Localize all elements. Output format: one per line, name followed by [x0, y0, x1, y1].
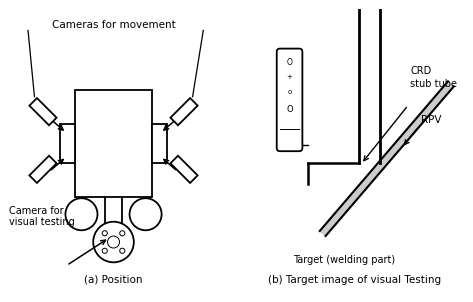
Text: Cameras for movement: Cameras for movement — [52, 20, 175, 30]
Circle shape — [130, 198, 162, 230]
Circle shape — [102, 231, 107, 236]
Bar — [152, 124, 167, 163]
Text: RPV: RPV — [421, 115, 441, 125]
Circle shape — [107, 236, 120, 248]
Text: O: O — [287, 58, 292, 67]
Text: O: O — [286, 105, 293, 114]
Circle shape — [120, 248, 125, 253]
FancyBboxPatch shape — [277, 49, 302, 151]
Bar — [75, 90, 152, 197]
Circle shape — [102, 248, 107, 253]
Text: Camera for
visual testing: Camera for visual testing — [9, 206, 75, 227]
Polygon shape — [170, 98, 198, 125]
Text: o: o — [288, 89, 292, 95]
Bar — [60, 124, 75, 163]
Circle shape — [93, 222, 134, 262]
Polygon shape — [170, 156, 198, 183]
Text: Target (welding part): Target (welding part) — [293, 255, 395, 265]
Text: (a) Position: (a) Position — [84, 275, 143, 285]
Text: CRD
stub tube: CRD stub tube — [410, 66, 457, 89]
Text: +: + — [287, 75, 292, 80]
Polygon shape — [29, 156, 57, 183]
Polygon shape — [29, 98, 57, 125]
Circle shape — [65, 198, 97, 230]
Polygon shape — [320, 81, 454, 236]
Text: (b) Target image of visual Testing: (b) Target image of visual Testing — [268, 275, 441, 285]
Circle shape — [120, 231, 125, 236]
